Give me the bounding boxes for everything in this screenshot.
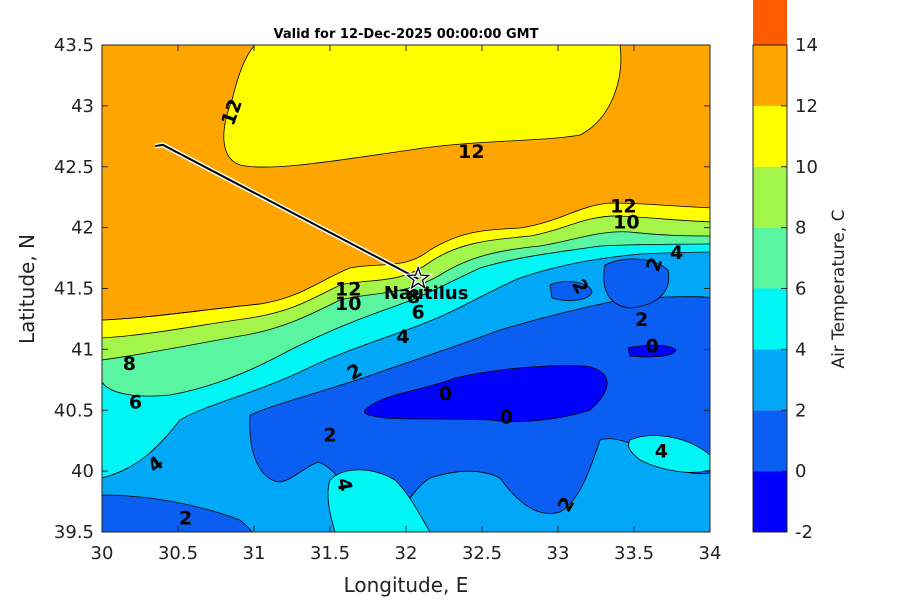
- colorbar-tick-label: -2: [795, 522, 813, 543]
- colorbar-segment: [753, 0, 787, 45]
- contour-label: 2: [635, 309, 648, 331]
- x-tick-label: 34: [699, 543, 722, 564]
- band-2-4-se: [628, 435, 710, 473]
- colorbar-segment: [753, 349, 787, 411]
- colorbar-tick-label: 12: [795, 96, 818, 117]
- colorbar-segment: [753, 410, 787, 472]
- band-minus2-0-small: [549, 281, 593, 301]
- colorbar-segment: [753, 227, 787, 289]
- colorbar-tick-label: 6: [795, 279, 806, 300]
- colorbar-label: Air Temperature, C: [829, 209, 849, 368]
- x-tick-label: 32: [395, 543, 418, 564]
- colorbar-ticks: -2 0 2 4 6 8 10 12 14: [781, 35, 818, 543]
- temperature-field: [102, 45, 710, 532]
- contour-label: 2: [179, 507, 192, 529]
- contour-label: 8: [123, 353, 136, 375]
- colorbar-segment: [753, 288, 787, 350]
- ship-name-label: Nautilus: [384, 283, 469, 304]
- x-tick-label: 30: [91, 543, 114, 564]
- colorbar-tick-label: 8: [795, 218, 806, 239]
- contour-label: 12: [458, 141, 484, 163]
- contour-label: 6: [129, 392, 142, 414]
- contour-label: 4: [396, 326, 409, 348]
- y-tick-label: 40: [71, 461, 94, 482]
- ship-track-line: [155, 143, 419, 280]
- contour-label: 6: [412, 302, 425, 324]
- colorbar-segment: [753, 471, 787, 532]
- contour-label: 4: [655, 440, 668, 462]
- colorbar-tick-label: 14: [795, 35, 818, 56]
- colorbar: [753, 0, 787, 532]
- y-axis-label: Latitude, N: [15, 234, 39, 344]
- y-tick-label: 41: [71, 339, 94, 360]
- contour-label: 0: [500, 406, 513, 428]
- x-tick-label: 32.5: [462, 543, 502, 564]
- band-2-4-south: [327, 469, 431, 532]
- band-minus2-0-sw: [102, 494, 253, 532]
- contour-label: 12: [610, 196, 636, 218]
- y-tick-label: 42: [71, 218, 94, 239]
- band-minus2-0-east: [603, 258, 670, 309]
- contour-label: 0: [646, 336, 659, 358]
- y-tick-label: 39.5: [54, 522, 94, 543]
- x-tick-label: 30.5: [158, 543, 198, 564]
- map-title: Valid for 12-Dec-2025 00:00:00 GMT: [274, 27, 539, 42]
- contour-label: 8: [407, 286, 420, 308]
- ship-track: Nautilus: [154, 142, 469, 304]
- band-below-minus2: [363, 365, 608, 422]
- band-below-minus2-east: [627, 344, 677, 358]
- x-tick-label: 31.5: [310, 543, 350, 564]
- x-tick-label: 31: [243, 543, 266, 564]
- contour-label: 2: [323, 425, 336, 447]
- colorbar-segment: [753, 105, 787, 167]
- contour-label: 12: [335, 279, 361, 301]
- colorbar-tick-label: 10: [795, 157, 818, 178]
- band-8-10-north: [223, 45, 622, 168]
- contour-label: 10: [613, 212, 639, 234]
- x-tick-label: 33: [547, 543, 570, 564]
- colorbar-tick-label: 2: [795, 400, 806, 421]
- y-tick-label: 42.5: [54, 157, 94, 178]
- x-tick-label: 33.5: [614, 543, 654, 564]
- x-axis-label: Longitude, E: [344, 573, 469, 597]
- contour-label: 0: [439, 383, 452, 405]
- colorbar-tick-label: 0: [795, 461, 806, 482]
- colorbar-segment: [753, 45, 787, 106]
- y-tick-label: 43.5: [54, 35, 94, 56]
- x-axis-ticks: 30 30.5 31 31.5 32 32.5 33 33.5 34: [91, 45, 722, 564]
- y-tick-label: 41.5: [54, 279, 94, 300]
- contour-label: 4: [670, 242, 683, 264]
- colorbar-tick-label: 4: [795, 339, 806, 360]
- ship-marker-star-icon: [405, 265, 431, 290]
- y-tick-label: 40.5: [54, 400, 94, 421]
- contour-label: 4: [332, 476, 356, 493]
- colorbar-segment: [753, 166, 787, 228]
- y-tick-label: 43: [71, 96, 94, 117]
- contour-label: 10: [335, 293, 361, 315]
